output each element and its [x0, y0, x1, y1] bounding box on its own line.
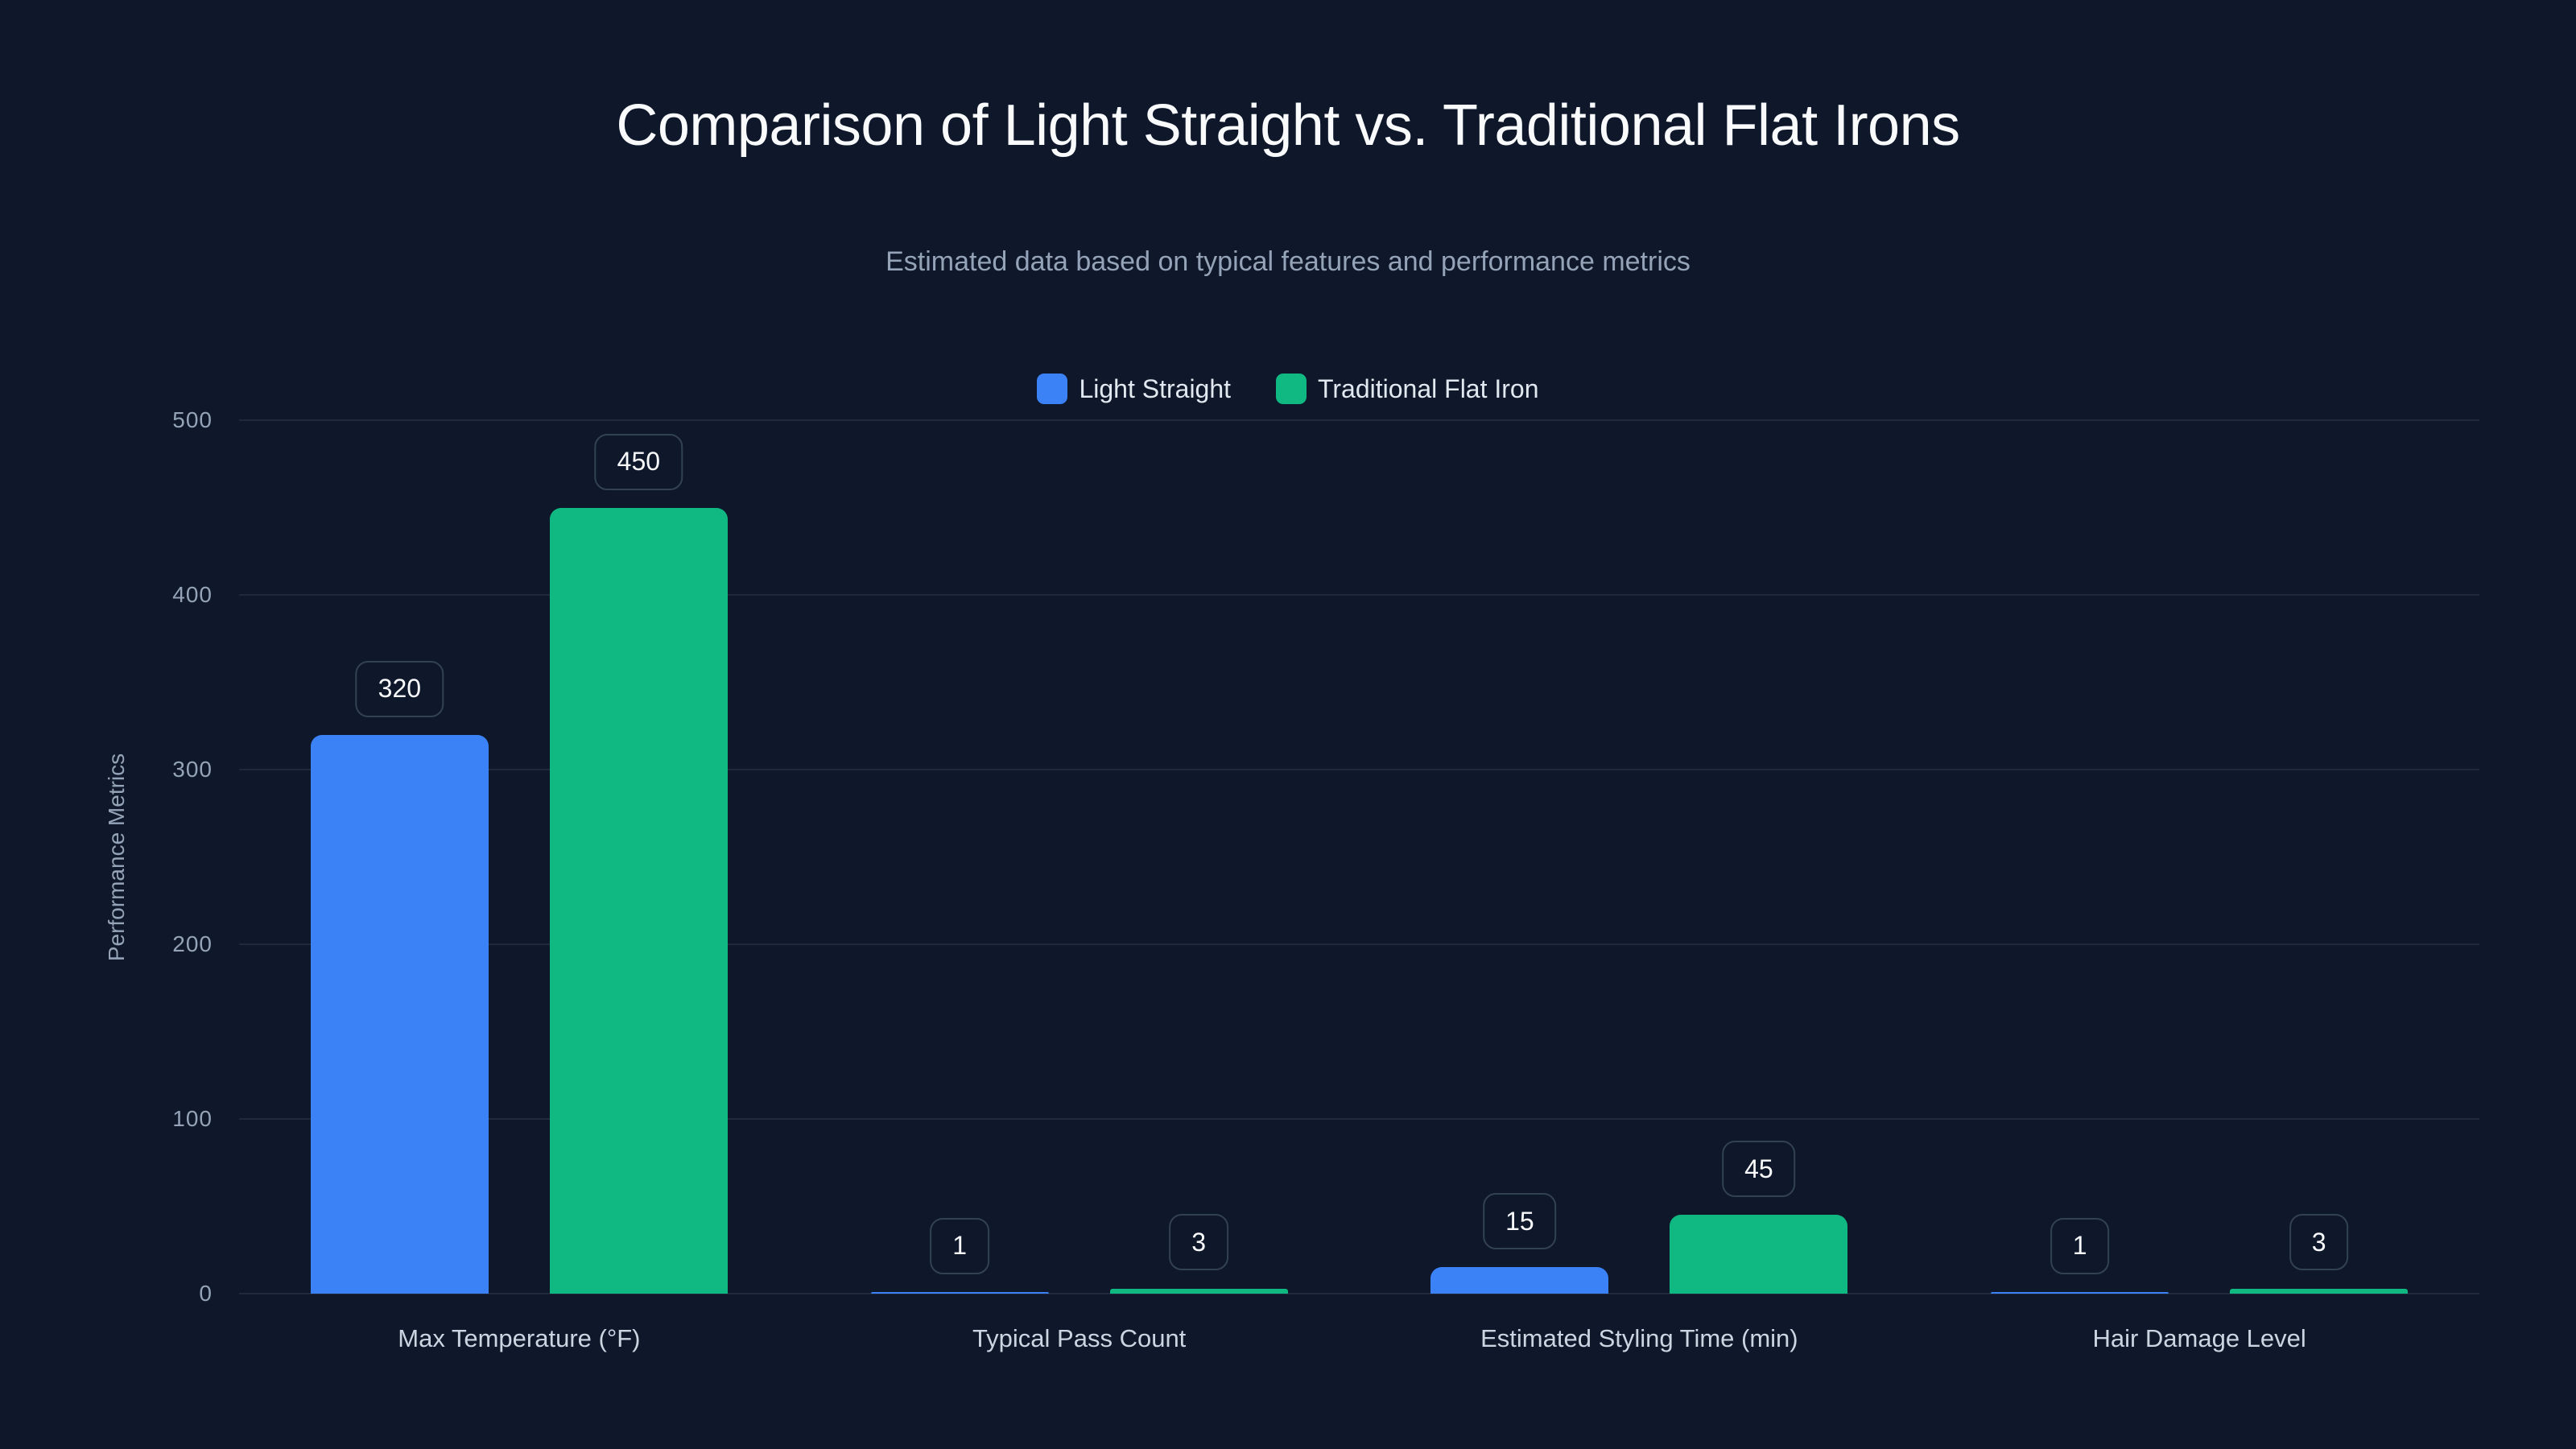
y-axis-title: Performance Metrics: [104, 753, 129, 962]
x-tick-label: Estimated Styling Time (min): [1480, 1324, 1798, 1352]
y-tick-label: 500: [172, 407, 213, 432]
legend: Light Straight Traditional Flat Iron: [0, 374, 2576, 404]
data-label: 3: [1169, 1214, 1229, 1271]
bar-traditional-flat-iron-1[interactable]: [1109, 1288, 1288, 1294]
data-label: 450: [594, 433, 683, 490]
y-tick-label: 400: [172, 582, 213, 607]
bar-traditional-flat-iron-2[interactable]: [1670, 1215, 1848, 1294]
bar-light-straight-3[interactable]: [1991, 1291, 2169, 1294]
gridline: [239, 1118, 2479, 1120]
gridline: [239, 419, 2479, 421]
y-tick-label: 300: [172, 757, 213, 782]
chart-subtitle: Estimated data based on typical features…: [886, 246, 1690, 277]
x-tick-label: Max Temperature (°F): [398, 1324, 641, 1352]
data-label: 15: [1483, 1193, 1557, 1250]
legend-label: Light Straight: [1079, 374, 1232, 403]
chart-title: Comparison of Light Straight vs. Traditi…: [616, 93, 1960, 158]
data-label: 320: [355, 660, 444, 717]
x-tick-label: Hair Damage Level: [2092, 1324, 2306, 1352]
data-label: 45: [1722, 1141, 1796, 1198]
bar-light-straight-0[interactable]: [310, 734, 489, 1294]
y-tick-label: 200: [172, 931, 213, 956]
legend-item-traditional-flat-iron[interactable]: Traditional Flat Iron: [1276, 374, 1539, 404]
y-tick-label: 100: [172, 1106, 213, 1131]
legend-item-light-straight[interactable]: Light Straight: [1037, 374, 1231, 404]
gridline: [239, 594, 2479, 596]
legend-label: Traditional Flat Iron: [1318, 374, 1539, 403]
plot-area: 320 450 1 3 15 45 1 3: [239, 419, 2479, 1294]
bar-light-straight-1[interactable]: [870, 1291, 1049, 1294]
bar-traditional-flat-iron-0[interactable]: [549, 507, 728, 1294]
gridline: [239, 769, 2479, 770]
y-tick-label: 0: [199, 1281, 213, 1306]
data-label: 1: [2050, 1217, 2110, 1274]
legend-swatch-icon: [1276, 374, 1307, 404]
data-label: 3: [2289, 1214, 2349, 1271]
legend-swatch-icon: [1037, 374, 1068, 404]
x-tick-label: Typical Pass Count: [972, 1324, 1187, 1352]
data-label: 1: [930, 1217, 990, 1274]
gridline: [239, 943, 2479, 945]
bar-traditional-flat-iron-3[interactable]: [2230, 1288, 2409, 1294]
gridline: [239, 1293, 2479, 1294]
bar-light-straight-2[interactable]: [1430, 1267, 1609, 1294]
